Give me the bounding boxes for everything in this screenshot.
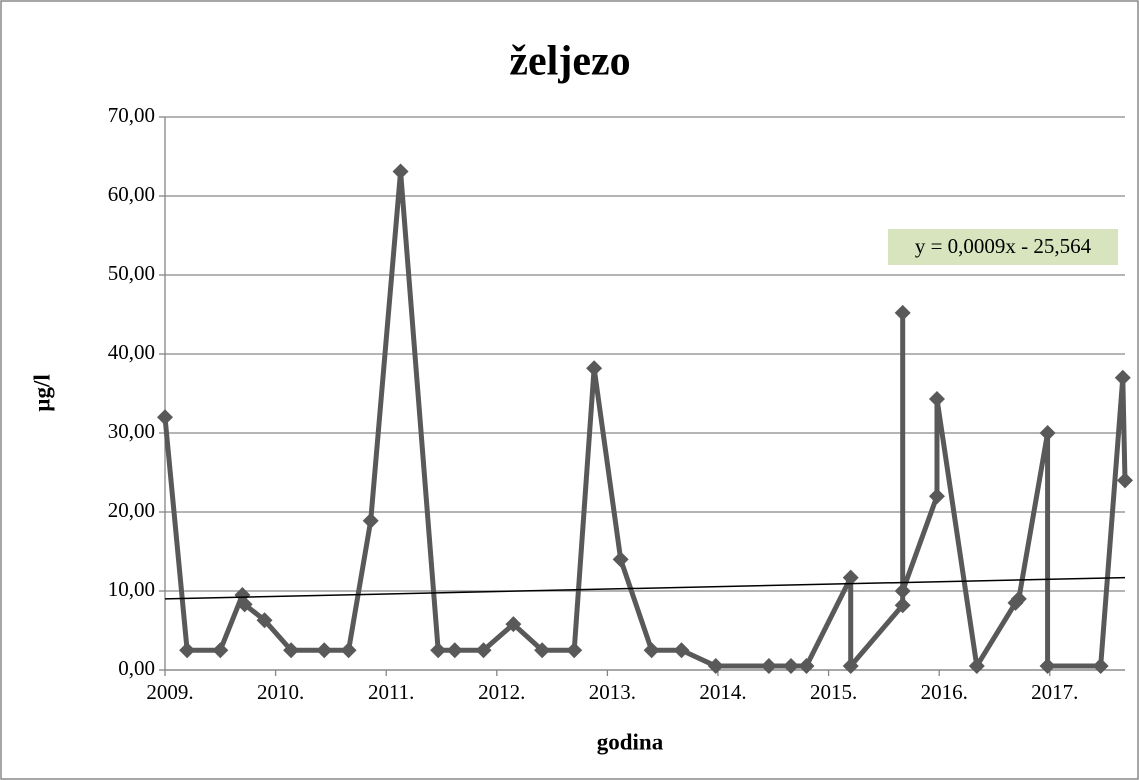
data-point [707, 658, 724, 675]
data-point [760, 658, 777, 675]
y-tick-label: 10,00 [108, 577, 155, 601]
data-point [1114, 369, 1131, 386]
data-point [283, 642, 300, 659]
x-tick-label: 2013. [589, 680, 636, 704]
x-tick-label: 2010. [257, 680, 304, 704]
y-tick-label: 70,00 [108, 103, 155, 127]
trendline-label-box [888, 229, 1118, 265]
y-tick-label: 60,00 [108, 182, 155, 206]
chart-title: željezo [509, 39, 630, 85]
x-tick-label: 2016. [921, 680, 968, 704]
y-tick-label: 20,00 [108, 498, 155, 522]
x-tick-label: 2014. [699, 680, 746, 704]
data-point [894, 304, 911, 321]
x-tick-label: 2017. [1031, 680, 1078, 704]
data-point [179, 642, 196, 659]
data-point [534, 642, 551, 659]
data-point [1117, 472, 1133, 489]
data-point [894, 583, 911, 599]
y-tick-label: 50,00 [108, 261, 155, 285]
data-point [212, 642, 229, 659]
data-point [475, 642, 492, 659]
x-tick-label: 2011. [368, 680, 414, 704]
data-point [362, 512, 379, 529]
data-point [340, 642, 357, 659]
y-axis-label: µg/l [29, 374, 54, 412]
data-point [392, 163, 409, 180]
data-line [162, 169, 1128, 669]
trendline [164, 576, 1126, 600]
y-tick-label: 0,00 [118, 656, 155, 680]
data-point [842, 569, 859, 586]
data-point [1092, 658, 1109, 675]
data-point [612, 551, 629, 568]
x-axis-label: godina [597, 729, 664, 754]
data-point [1039, 658, 1056, 675]
data-point [928, 488, 945, 505]
data-point [643, 642, 660, 659]
data-point [446, 642, 463, 659]
data-point [316, 642, 333, 659]
data-point [1010, 590, 1027, 607]
data-point [842, 658, 859, 675]
data-point [430, 642, 447, 659]
data-point [505, 616, 522, 633]
data-point [798, 658, 815, 675]
x-tick-label: 2009. [146, 680, 193, 704]
x-tick-label: 2012. [478, 680, 525, 704]
data-point [586, 360, 603, 377]
data-point [673, 642, 690, 659]
x-tick-label: 2015. [810, 680, 857, 704]
trendline-label: y = 0,0009x - 25,564 [915, 234, 1092, 258]
data-point [782, 658, 799, 675]
y-tick-label: 40,00 [108, 340, 155, 364]
data-point [894, 597, 911, 614]
data-point [928, 391, 945, 408]
data-point [157, 409, 173, 426]
data-point [968, 658, 985, 675]
data-point [1039, 425, 1056, 441]
data-point [566, 642, 583, 659]
data-point [236, 596, 253, 613]
data-point [256, 612, 273, 629]
y-tick-label: 30,00 [108, 419, 155, 443]
